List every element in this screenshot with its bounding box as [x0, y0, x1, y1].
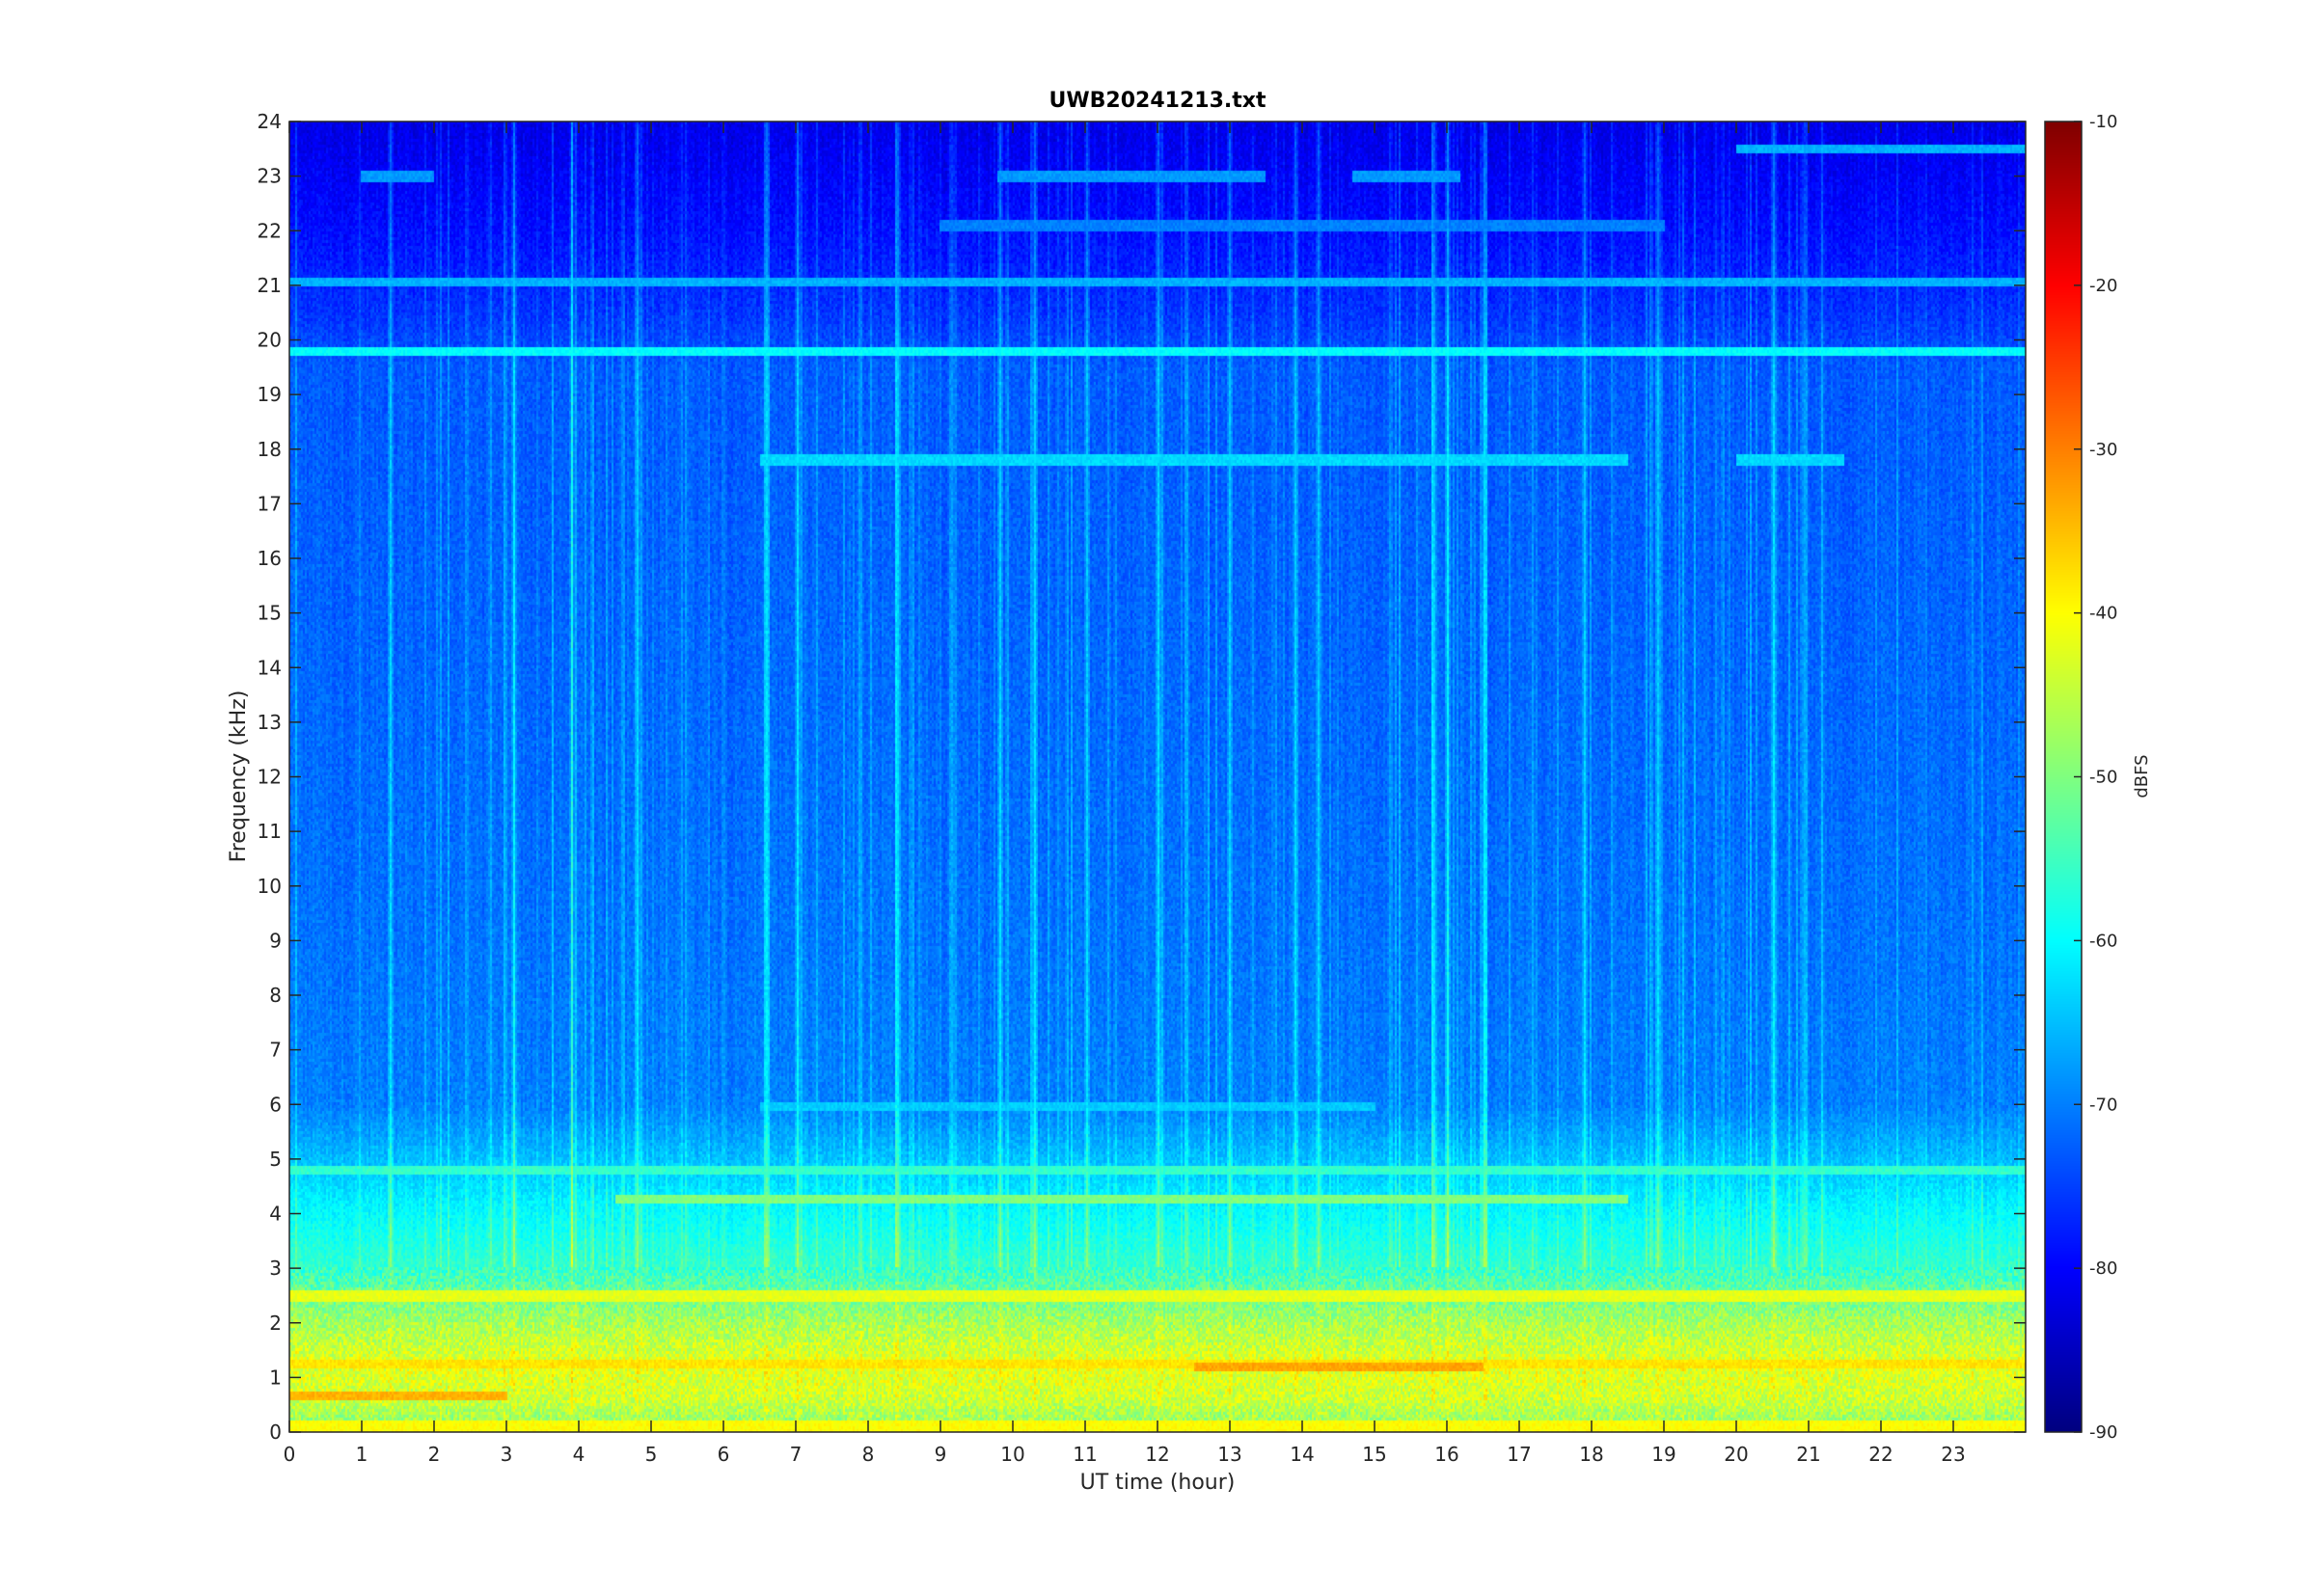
x-tick-label: 2: [428, 1443, 441, 1466]
x-tick-label: 15: [1362, 1443, 1386, 1466]
x-axis: 0 1 2 3 4 5 6 7 8 9 10 11 12 13 14 15 16 17 18 19 20 21 22 23: [284, 122, 1966, 1466]
x-tick-label: 10: [1000, 1443, 1024, 1466]
x-tick-label: 18: [1579, 1443, 1603, 1466]
y-tick-label: 22: [258, 219, 282, 242]
x-tick-label: 17: [1507, 1443, 1531, 1466]
x-tick-label: 0: [284, 1443, 296, 1466]
x-tick-label: 19: [1651, 1443, 1675, 1466]
y-tick-label: 23: [258, 165, 282, 188]
colorbar-tick-label: -30: [2089, 440, 2117, 460]
x-tick-label: 16: [1434, 1443, 1458, 1466]
y-tick-label: 9: [269, 929, 282, 952]
y-tick-label: 2: [269, 1312, 282, 1335]
y-tick-label: 10: [258, 875, 282, 898]
colorbar-tick-label: -70: [2089, 1095, 2117, 1115]
x-tick-label: 6: [718, 1443, 730, 1466]
colorbar-tick-label: -20: [2089, 276, 2117, 296]
x-tick-label: 21: [1796, 1443, 1820, 1466]
colorbar-tick-label: -90: [2089, 1422, 2117, 1443]
y-tick-label: 15: [258, 602, 282, 625]
y-tick-label: 21: [258, 274, 282, 297]
colorbar-label: dBFS: [2132, 754, 2152, 798]
y-tick-label: 6: [269, 1093, 282, 1116]
y-tick-label: 17: [258, 492, 282, 515]
x-tick-label: 13: [1217, 1443, 1241, 1466]
y-tick-label: 11: [258, 820, 282, 843]
x-tick-label: 11: [1073, 1443, 1097, 1466]
chart-title: UWB20241213.txt: [1049, 89, 1266, 113]
y-tick-label: 1: [269, 1366, 282, 1389]
x-tick-label: 7: [790, 1443, 803, 1466]
x-tick-label: 12: [1145, 1443, 1169, 1466]
x-tick-label: 8: [862, 1443, 875, 1466]
y-tick-label: 4: [269, 1203, 282, 1226]
x-axis-label: UT time (hour): [1080, 1471, 1236, 1495]
x-tick-label: 14: [1290, 1443, 1314, 1466]
colorbar-tick-label: -80: [2089, 1258, 2117, 1279]
y-tick-label: 12: [258, 766, 282, 789]
x-tick-label: 20: [1724, 1443, 1748, 1466]
y-tick-label: 24: [258, 110, 282, 133]
x-tick-label: 1: [356, 1443, 368, 1466]
y-tick-label: 19: [258, 383, 282, 406]
y-tick-label: 0: [269, 1420, 282, 1444]
y-tick-label: 14: [258, 656, 282, 679]
colorbar-tick-label: -50: [2089, 768, 2117, 788]
x-tick-label: 4: [573, 1443, 586, 1466]
x-tick-label: 3: [501, 1443, 513, 1466]
y-tick-label: 18: [258, 438, 282, 461]
y-tick-label: 8: [269, 984, 282, 1007]
y-tick-label: 5: [269, 1148, 282, 1171]
x-tick-label: 22: [1868, 1443, 1893, 1466]
colorbar-tick-label: -10: [2089, 112, 2117, 132]
colorbar-tick-label: -60: [2089, 931, 2117, 951]
y-tick-label: 20: [258, 329, 282, 352]
spectrogram-image: [289, 122, 2026, 1432]
y-tick-label: 16: [258, 547, 282, 570]
y-axis-label: Frequency (kHz): [227, 690, 251, 863]
y-tick-label: 7: [269, 1039, 282, 1062]
x-tick-label: 9: [935, 1443, 947, 1466]
y-tick-label: 3: [269, 1257, 282, 1280]
y-tick-label: 13: [258, 711, 282, 734]
x-tick-label: 5: [645, 1443, 658, 1466]
x-tick-label: 23: [1941, 1443, 1965, 1466]
colorbar-axis: -90 -80 -70 -60 -50 -40 -30 -20 -10: [2074, 112, 2117, 1443]
colorbar-tick-label: -40: [2089, 604, 2117, 624]
